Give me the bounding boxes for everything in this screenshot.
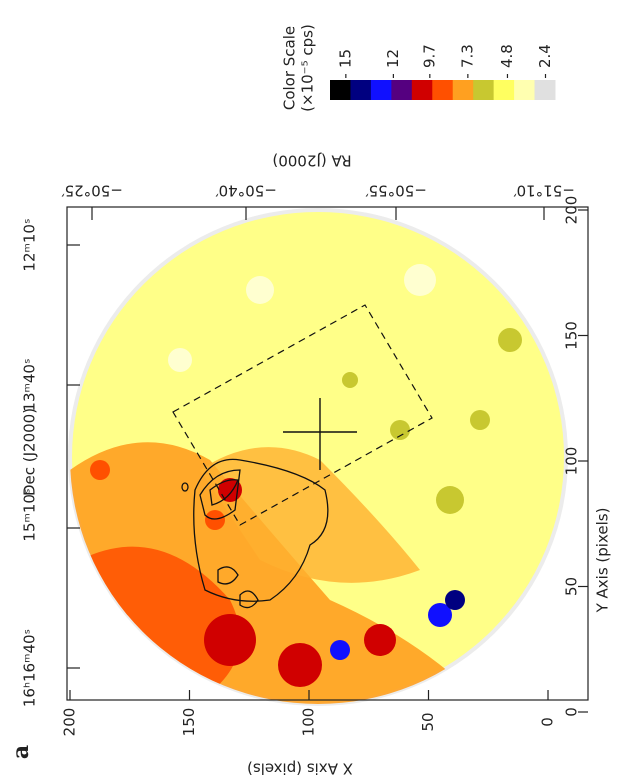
y-tick-label: 0	[563, 707, 581, 717]
y-tick-label: 100	[563, 447, 581, 476]
x-tick-label: 50	[419, 712, 437, 731]
y-tick-label: 150	[563, 321, 581, 350]
panel-label: a	[8, 745, 34, 759]
x-tick-label: 200	[61, 708, 79, 737]
color-swatch	[453, 80, 474, 100]
colorbar-tick-label: 4.8	[498, 44, 516, 68]
y-axis-title: Y Axis (pixels)	[594, 508, 612, 614]
left-axis-title: Dec (J2000)	[21, 408, 39, 496]
color-swatch	[330, 80, 351, 100]
left-tick-label: 12ᵐ10ˢ	[21, 218, 39, 271]
colorbar-tick-label: 2.4	[536, 44, 554, 68]
colorbar-tick-label: 9.7	[420, 44, 438, 68]
colorbar-title: Color Scale	[281, 26, 299, 110]
color-swatch	[494, 80, 515, 100]
colorbar-unit: (×10⁻⁵ cps)	[299, 24, 317, 112]
x-tick-label: 0	[539, 717, 557, 727]
x-tick-label: 150	[180, 708, 198, 737]
color-swatch	[514, 80, 535, 100]
top-axis-title: RA (J2000)	[272, 152, 351, 170]
top-tick-label: −50°55′	[365, 182, 427, 200]
color-swatch	[535, 80, 556, 100]
color-swatch	[412, 80, 433, 100]
colorbar-tick-label: 15	[336, 49, 354, 68]
image-layer	[67, 207, 588, 720]
left-tick-label: 16ʰ16ᵐ40ˢ	[21, 629, 39, 707]
left-tick-label: 13ᵐ40ˢ	[21, 358, 39, 411]
color-swatch	[432, 80, 453, 100]
top-tick-label: −50°25′	[61, 182, 123, 200]
colorbar-tick-label: 7.3	[458, 44, 476, 68]
color-swatch	[473, 80, 494, 100]
top-tick-label: −50°40′	[215, 182, 277, 200]
x-tick-label: 100	[300, 708, 318, 737]
color-swatch	[391, 80, 412, 100]
x-axis-title: X Axis (pixels)	[247, 760, 353, 778]
color-swatch	[371, 80, 392, 100]
figure: a 050100150200050100150200X Axis (pixels…	[0, 0, 619, 784]
colorbar-tick-label: 12	[384, 49, 402, 68]
y-tick-label: 50	[563, 577, 581, 596]
top-tick-label: −51°10′	[513, 182, 575, 200]
color-swatch	[350, 80, 371, 100]
